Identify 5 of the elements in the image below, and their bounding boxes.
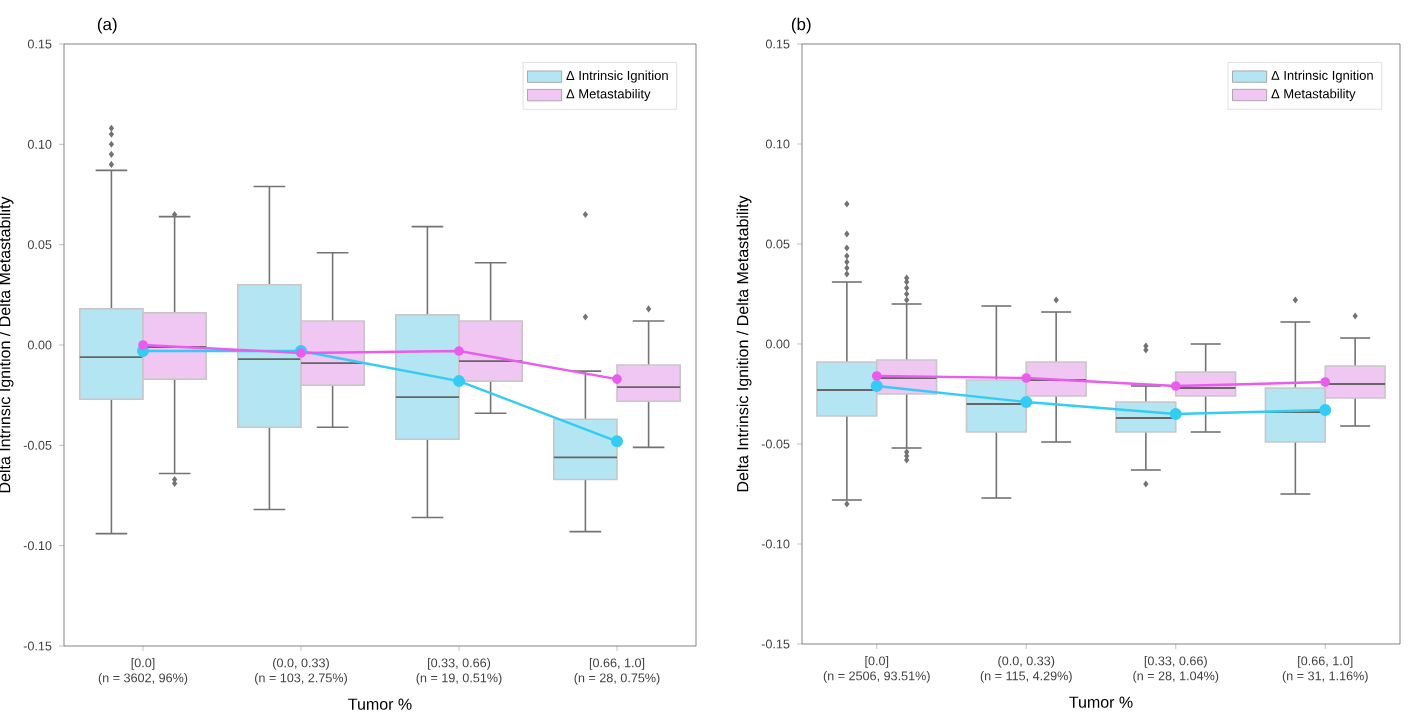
x-axis-title: Tumor % <box>348 698 412 710</box>
y-axis-title: Delta Intrinsic Ignition / Delta Metastability <box>736 195 752 492</box>
chart-title: (a) <box>97 17 117 34</box>
chart-title: (b) <box>791 17 811 34</box>
x-axis-title: Tumor % <box>1069 696 1133 708</box>
